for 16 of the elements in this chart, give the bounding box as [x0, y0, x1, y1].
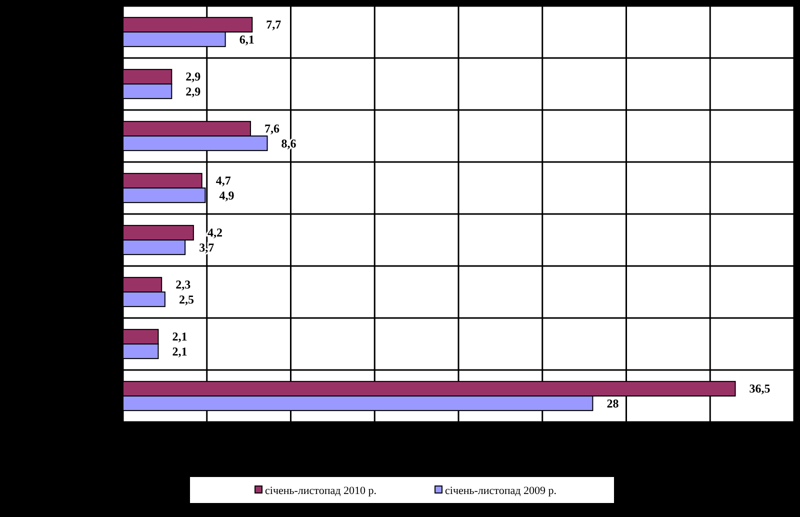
data-label: 2,9: [186, 70, 201, 84]
data-label: 2,3: [176, 278, 191, 292]
data-label: 2,5: [178, 292, 194, 306]
data-label: 4,9: [219, 188, 234, 202]
data-label: 28: [606, 396, 619, 410]
legend-label: січень-листопад 2009 р.: [445, 485, 557, 497]
data-label: 7,7: [266, 18, 282, 32]
data-label: 2,1: [172, 330, 188, 344]
data-label: 2,9: [186, 84, 201, 98]
data-label: 2,1: [172, 344, 188, 358]
data-label: 4,7: [216, 174, 231, 188]
data-label: 4,2: [207, 226, 222, 240]
data-label: 6,1: [239, 32, 254, 46]
data-label: 7,6: [264, 122, 280, 136]
data-label: 36,5: [749, 382, 770, 396]
legend-label: січень-листопад 2010 р.: [265, 485, 377, 497]
